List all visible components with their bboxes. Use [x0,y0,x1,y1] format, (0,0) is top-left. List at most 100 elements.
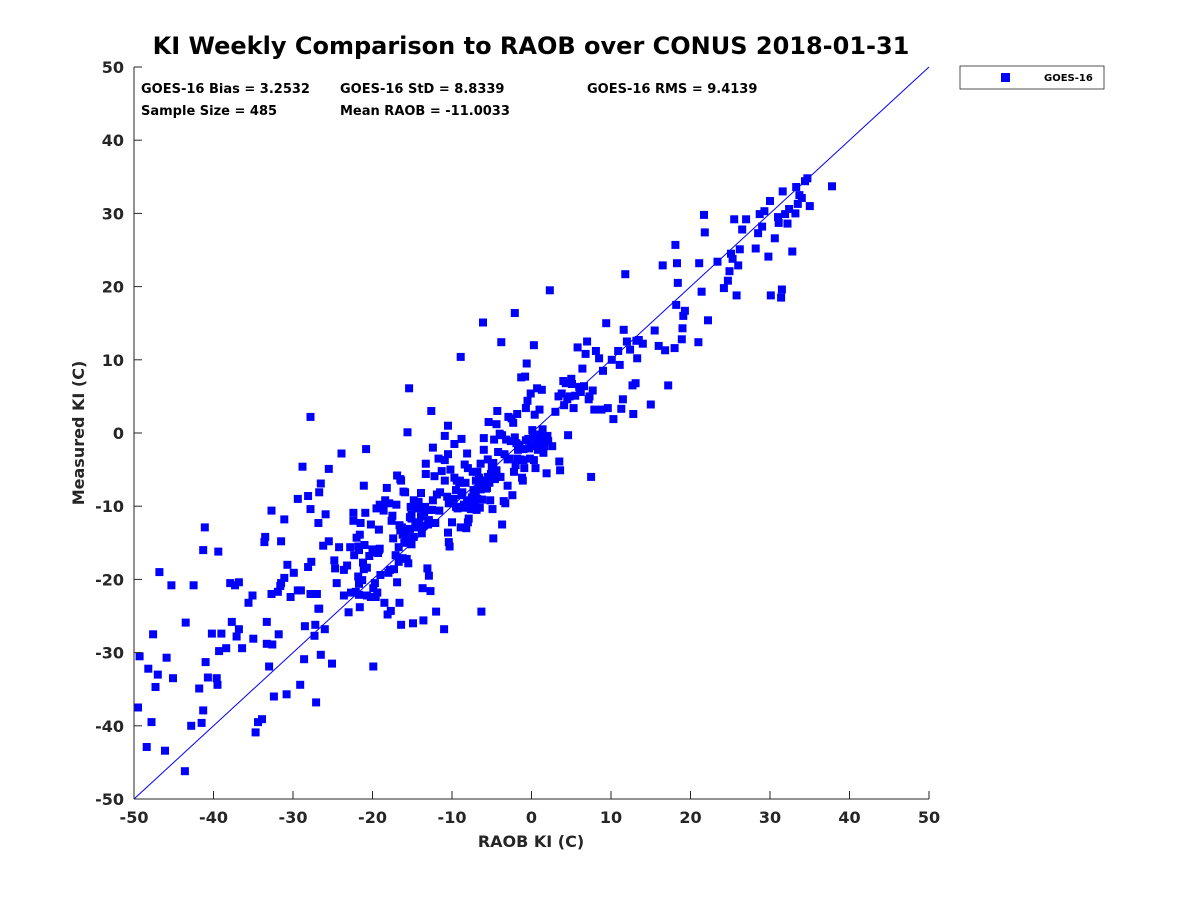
data-point [414,497,423,506]
data-point [444,528,452,537]
data-point [475,478,483,486]
data-point [153,670,162,679]
axes-layer: -50 -40 -30 -20 -10 0 10 20 30 40 50 -50 -40 -30 -20 -1… [95,58,940,827]
data-point [409,532,418,541]
data-point [700,228,709,237]
data-point [181,618,190,627]
data-point [376,571,385,579]
data-point [355,530,364,539]
data-point [646,400,655,409]
data-point [564,431,573,440]
data-point [534,434,543,443]
data-point [448,518,456,527]
data-point [314,519,323,527]
data-point [347,588,355,597]
data-point [766,197,774,205]
data-point [626,345,635,354]
data-point [419,522,428,530]
data-point [395,598,404,607]
data-point [232,632,241,641]
data-point [404,559,413,568]
data-point [135,652,144,661]
y-axis-label: Measured KI (C) [69,361,88,506]
data-point [402,554,411,563]
data-point [344,608,353,617]
data-point [518,476,527,485]
data-point [513,410,522,418]
data-point [490,435,499,444]
data-point [597,405,606,414]
data-point [479,318,487,327]
data-point [522,359,531,368]
data-point [331,564,340,573]
data-point [312,698,321,707]
data-point [521,372,530,381]
data-point [380,598,389,607]
data-point [483,455,492,464]
data-point [444,499,453,508]
data-point [622,337,631,346]
data-point [267,590,276,598]
data-point [436,488,445,497]
data-point [444,450,452,459]
data-point [456,523,465,532]
legend-box [959,65,1105,90]
data-point [337,449,346,458]
data-point [360,541,369,549]
data-point [602,319,611,328]
data-point [567,374,576,383]
data-point [526,389,535,398]
data-point [217,629,226,638]
data-point [464,514,473,523]
data-point [280,573,289,582]
x-tick-label: 40 [838,808,860,827]
data-point [226,579,235,588]
data-point [385,499,394,508]
data-point [670,344,679,353]
data-point [510,467,518,476]
data-point [262,639,271,648]
data-point [713,257,722,266]
data-point [700,210,708,219]
data-point [315,488,324,497]
data-point [803,174,812,183]
data-point [588,386,597,395]
data-point [538,425,547,434]
data-point [371,593,380,601]
data-point [492,420,501,429]
data-point [215,647,224,656]
data-point [599,366,607,375]
data-point [774,213,782,222]
data-point [492,466,501,475]
data-point [530,410,539,419]
data-point [355,590,363,599]
data-point [296,586,305,595]
data-point [300,655,309,664]
data-point [477,607,486,616]
x-tick-label: 20 [679,808,701,827]
data-point [615,360,624,369]
data-point [421,502,429,511]
data-point [568,380,576,388]
x-tick-label: -20 [358,808,387,827]
data-point [486,496,495,505]
x-axis-label: RAOB KI (C) [478,832,584,851]
data-point [362,445,371,454]
x-tick-label: 30 [759,808,781,827]
data-point [369,662,378,671]
data-point [440,456,449,465]
data-point [456,352,465,361]
x-tick-label: -10 [438,808,467,827]
data-point [355,603,364,612]
stat-bias: GOES-16 Bias = 3.2532 [141,82,310,97]
data-point [565,392,574,401]
data-point [274,630,283,639]
data-point [462,524,471,533]
data-point [461,478,470,487]
data-point [282,690,291,699]
data-point [374,525,383,534]
data-point [155,568,164,577]
data-point [277,579,286,588]
data-point [298,462,307,471]
data-point [440,476,449,485]
